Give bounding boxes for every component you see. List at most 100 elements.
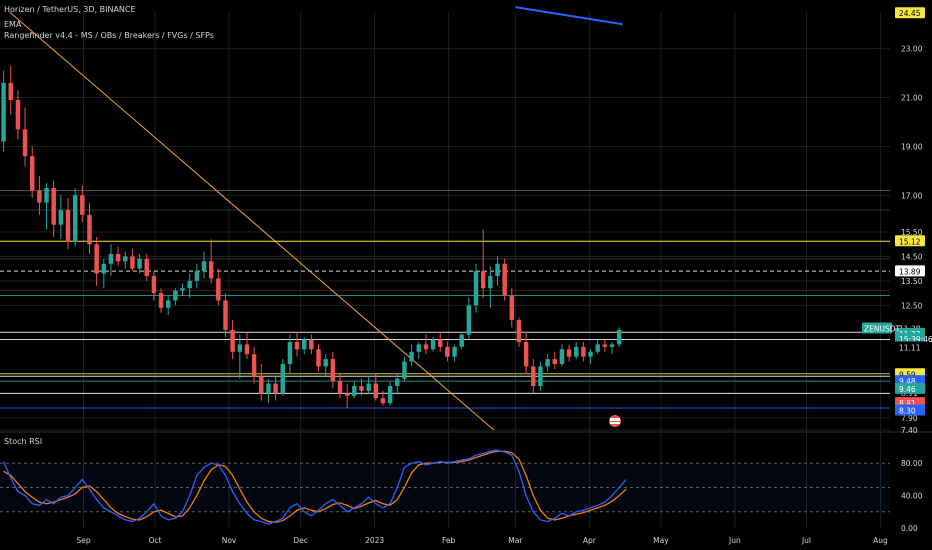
down-candle[interactable] — [423, 344, 429, 350]
down-candle[interactable] — [316, 349, 321, 367]
symbol-title[interactable]: Horizen / TetherUS, 3D, BINANCE — [4, 5, 136, 14]
up-candle[interactable] — [452, 346, 457, 357]
down-candle[interactable] — [330, 359, 336, 382]
down-candle[interactable] — [158, 293, 164, 308]
up-candle[interactable] — [488, 276, 493, 289]
up-candle[interactable] — [165, 300, 171, 308]
down-candle[interactable] — [87, 214, 92, 245]
down-candle[interactable] — [552, 359, 557, 364]
down-candle[interactable] — [144, 258, 149, 276]
down-candle[interactable] — [8, 82, 13, 100]
up-candle[interactable] — [588, 351, 593, 357]
up-candle[interactable] — [201, 261, 207, 272]
up-candle[interactable] — [173, 290, 178, 301]
time-axis[interactable]: Sep Oct Nov Dec 2023 Feb Mar Apr May Jun Jul Aug — [76, 536, 888, 545]
down-candle[interactable] — [309, 339, 314, 350]
price-tag-bg — [895, 235, 925, 247]
up-candle[interactable] — [58, 210, 64, 225]
down-candle[interactable] — [244, 344, 250, 355]
down-candle[interactable] — [373, 383, 379, 399]
up-candle[interactable] — [559, 349, 565, 364]
sticky-icon[interactable] — [609, 415, 621, 427]
down-candle[interactable] — [65, 210, 71, 242]
up-candle[interactable] — [108, 254, 114, 264]
down-candle[interactable] — [502, 263, 507, 296]
up-candle[interactable] — [1, 82, 6, 142]
down-candle[interactable] — [51, 188, 56, 225]
up-candle[interactable] — [395, 378, 400, 386]
up-candle[interactable] — [101, 263, 107, 274]
up-candle[interactable] — [323, 359, 328, 367]
down-candle[interactable] — [259, 376, 264, 394]
down-candle[interactable] — [37, 190, 42, 203]
down-candle[interactable] — [445, 346, 450, 357]
candles[interactable] — [1, 65, 622, 408]
time-tick-label: Jul — [801, 536, 811, 545]
up-candle[interactable] — [266, 383, 271, 394]
up-candle[interactable] — [545, 359, 550, 367]
stoch-tick-label: 40.00 — [901, 492, 923, 501]
up-candle[interactable] — [574, 346, 579, 357]
down-candle[interactable] — [216, 278, 221, 301]
down-candle[interactable] — [151, 276, 157, 294]
down-candle[interactable] — [531, 366, 536, 386]
down-candle[interactable] — [130, 256, 135, 269]
up-candle[interactable] — [280, 364, 285, 394]
down-candle[interactable] — [294, 342, 300, 350]
up-candle[interactable] — [609, 344, 615, 347]
up-candle[interactable] — [302, 339, 307, 350]
down-candle[interactable] — [523, 342, 529, 367]
rangefinder-indicator-label[interactable]: Rangefinder v4.4 - MS / OBs / Breakers /… — [4, 31, 214, 40]
down-candle[interactable] — [359, 386, 364, 391]
up-candle[interactable] — [137, 258, 142, 269]
down-candle[interactable] — [223, 300, 228, 330]
down-candle[interactable] — [80, 195, 85, 215]
up-candle[interactable] — [459, 334, 464, 347]
up-candle[interactable] — [495, 263, 500, 276]
down-candle[interactable] — [566, 349, 572, 357]
down-candle[interactable] — [509, 295, 515, 320]
down-candle[interactable] — [15, 100, 21, 130]
down-candle[interactable] — [22, 129, 28, 157]
up-candle[interactable] — [473, 271, 479, 306]
up-candle[interactable] — [366, 383, 371, 391]
price-axis[interactable]: 23.00 21.00 19.00 17.00 15.50 14.50 13.50 12.50… — [901, 45, 923, 533]
down-candle[interactable] — [516, 320, 522, 342]
up-candle[interactable] — [187, 280, 192, 289]
down-candle[interactable] — [438, 339, 443, 347]
up-candle[interactable] — [180, 288, 185, 291]
down-candle[interactable] — [344, 393, 350, 396]
up-candle[interactable] — [72, 195, 78, 242]
down-candle[interactable] — [208, 261, 214, 279]
down-candle[interactable] — [480, 271, 486, 289]
down-candle[interactable] — [380, 398, 386, 404]
down-candle[interactable] — [581, 346, 586, 357]
down-candle[interactable] — [251, 354, 257, 377]
ema-indicator-label[interactable]: EMA — [4, 20, 22, 29]
down-candle[interactable] — [29, 156, 35, 191]
up-candle[interactable] — [466, 305, 472, 335]
up-candle[interactable] — [237, 344, 243, 352]
time-tick-label: Mar — [508, 536, 523, 545]
stoch-rsi-title[interactable]: Stoch RSI — [4, 437, 43, 446]
up-candle[interactable] — [538, 366, 543, 386]
up-candle[interactable] — [409, 351, 414, 362]
up-candle[interactable] — [287, 342, 293, 364]
up-candle[interactable] — [416, 344, 421, 352]
down-candle[interactable] — [115, 254, 121, 262]
down-candle[interactable] — [230, 329, 235, 352]
up-candle[interactable] — [595, 344, 600, 352]
up-candle[interactable] — [402, 361, 407, 379]
up-candle[interactable] — [387, 386, 393, 404]
down-candle[interactable] — [273, 383, 278, 394]
up-candle[interactable] — [44, 188, 49, 203]
up-candle[interactable] — [352, 386, 357, 396]
down-candle[interactable] — [602, 344, 608, 347]
up-candle[interactable] — [430, 339, 436, 350]
down-candle[interactable] — [337, 381, 343, 394]
up-candle[interactable] — [123, 256, 128, 262]
up-candle[interactable] — [194, 271, 200, 281]
down-candle[interactable] — [94, 244, 99, 274]
up-candle[interactable] — [616, 329, 622, 345]
